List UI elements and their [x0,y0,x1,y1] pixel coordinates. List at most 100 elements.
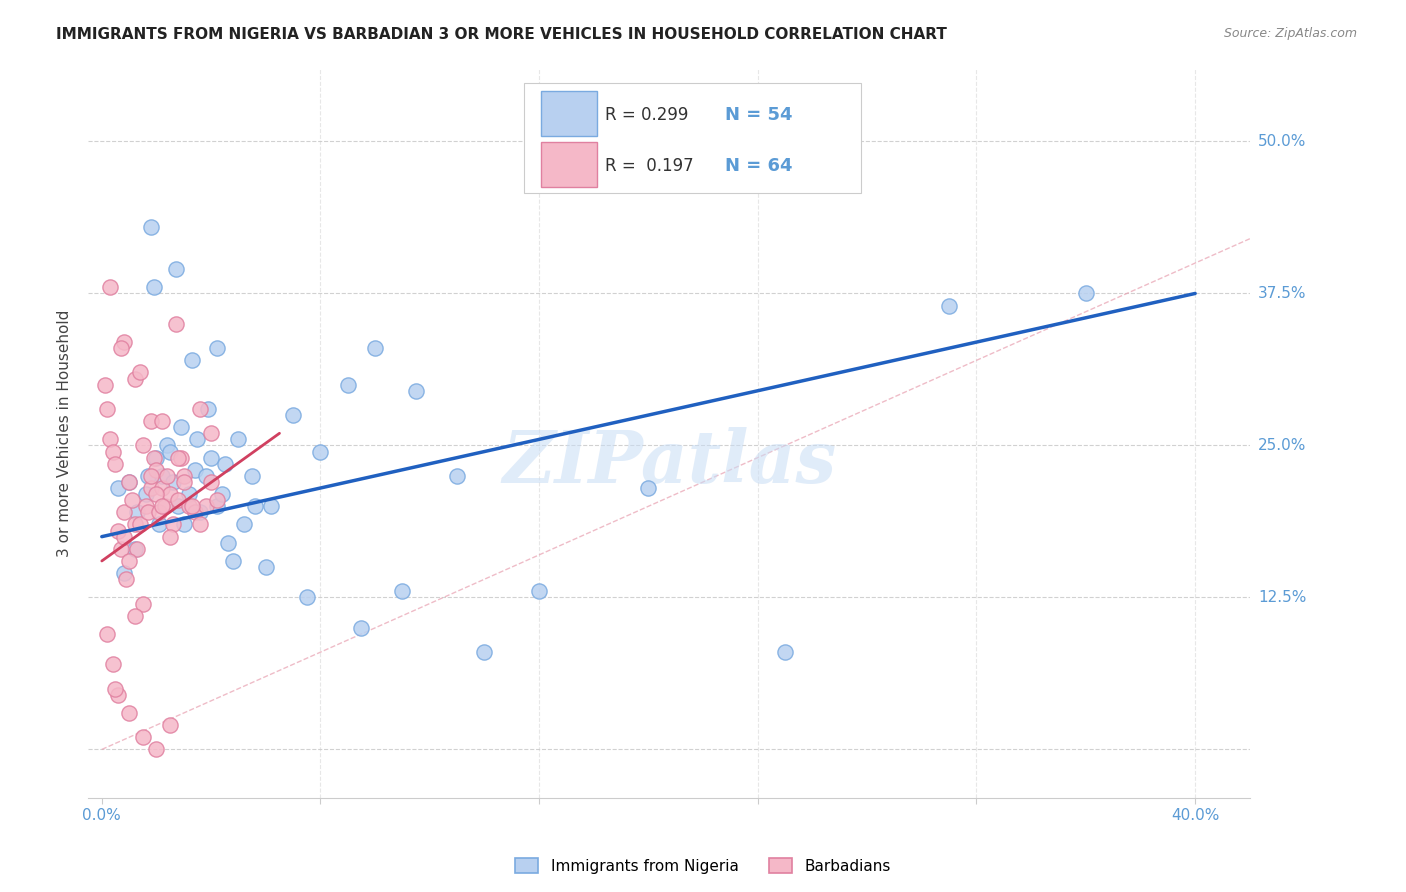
Point [179,500,201,514]
Point [637,481,659,495]
Point [222,554,245,568]
Text: Source: ZipAtlas.com: Source: ZipAtlas.com [1223,27,1357,40]
FancyBboxPatch shape [541,142,598,187]
Point [118,554,141,568]
Point [165,262,187,277]
Point [162,517,184,532]
Point [167,493,190,508]
Point [188,505,211,519]
Point [188,401,211,416]
Point [115,572,138,586]
Point [112,530,135,544]
Point [139,219,162,234]
Point [150,500,173,514]
Text: 12.5%: 12.5% [1258,590,1306,605]
Point [104,681,127,696]
Point [181,500,204,514]
Point [173,475,195,489]
Point [150,414,173,428]
Point [107,688,129,702]
Point [132,597,155,611]
Point [156,438,179,452]
Point [107,481,129,495]
Point [159,487,181,501]
Point [107,524,129,538]
FancyBboxPatch shape [541,91,598,136]
Y-axis label: 3 or more Vehicles in Household: 3 or more Vehicles in Household [58,310,72,557]
Point [96,401,118,416]
Point [309,444,332,458]
Point [173,517,195,532]
Point [101,657,124,672]
Point [167,450,190,465]
Point [150,481,173,495]
Point [214,457,236,471]
Point [200,475,222,489]
Point [110,541,132,556]
Point [205,341,228,355]
Text: 37.5%: 37.5% [1258,286,1306,301]
Point [405,384,427,398]
Point [179,487,201,501]
Point [474,645,496,659]
Point [118,475,141,489]
Point [145,487,167,501]
Point [527,584,550,599]
Text: N = 54: N = 54 [724,106,792,124]
Point [260,500,283,514]
Point [233,517,256,532]
Text: 25.0%: 25.0% [1258,438,1306,453]
Point [243,500,266,514]
Point [194,468,217,483]
Point [211,487,233,501]
Point [170,420,193,434]
Point [197,401,219,416]
Point [136,468,159,483]
Point [129,517,152,532]
Point [112,566,135,581]
Point [148,505,170,519]
Point [336,377,359,392]
Point [124,517,146,532]
Point [129,366,152,380]
Point [136,505,159,519]
Point [205,500,228,514]
Point [142,450,165,465]
Point [350,621,373,635]
Point [124,608,146,623]
Text: R =  0.197: R = 0.197 [605,157,693,176]
Point [165,317,187,331]
Text: R = 0.299: R = 0.299 [605,106,689,124]
Point [153,500,176,514]
Point [188,517,211,532]
Point [194,500,217,514]
Point [135,500,157,514]
Point [173,468,195,483]
Point [364,341,387,355]
Point [184,505,207,519]
Text: ZIPatlas: ZIPatlas [502,427,837,498]
Point [295,591,318,605]
Point [159,718,181,732]
Point [121,493,143,508]
Point [148,517,170,532]
Point [98,280,121,294]
Point [132,438,155,452]
Point [132,731,155,745]
Point [240,468,263,483]
Point [98,433,121,447]
Point [127,541,149,556]
Point [96,627,118,641]
Point [104,457,127,471]
FancyBboxPatch shape [524,83,860,193]
Point [118,475,141,489]
Point [112,335,135,350]
Point [254,560,277,574]
Point [112,505,135,519]
Point [101,444,124,458]
Point [281,408,304,422]
Point [167,500,190,514]
Point [217,535,239,549]
Point [200,426,222,441]
Point [228,433,250,447]
